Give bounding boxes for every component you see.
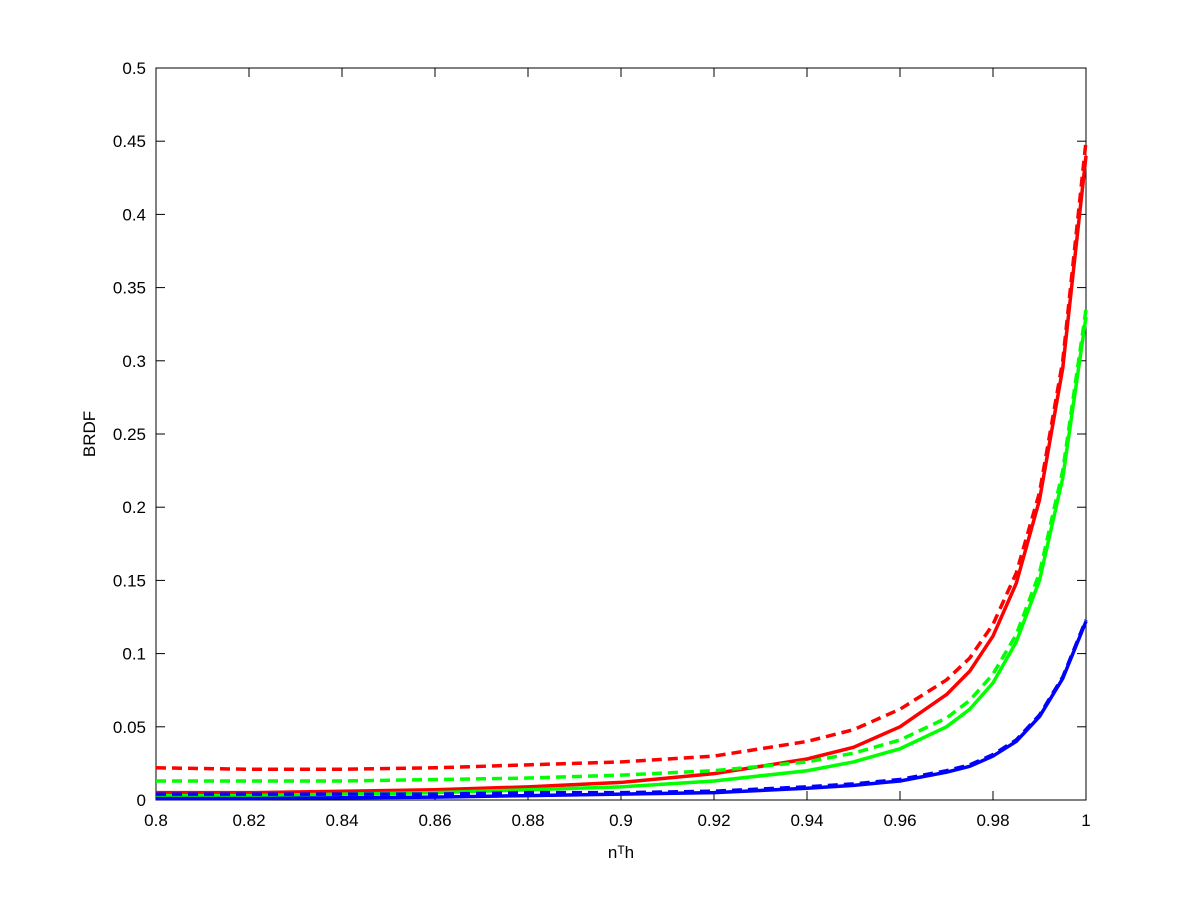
plot-area — [155, 67, 1087, 801]
data-line — [156, 619, 1088, 796]
y-tick-label: 0.4 — [122, 205, 146, 224]
x-tick-label: 0.94 — [790, 811, 823, 830]
x-tick-label: 0.98 — [976, 811, 1009, 830]
x-tick-label: 0.82 — [232, 811, 265, 830]
y-tick-label: 0.25 — [113, 425, 146, 444]
data-line — [156, 309, 1088, 783]
y-tick-label: 0 — [137, 791, 146, 810]
x-tick-label: 0.96 — [883, 811, 916, 830]
y-tick-label: 0.3 — [122, 352, 146, 371]
y-tick-label: 0.45 — [113, 132, 146, 151]
x-tick-label: 0.88 — [511, 811, 544, 830]
x-tick-label: 0.86 — [418, 811, 451, 830]
y-tick-label: 0.05 — [113, 718, 146, 737]
y-tick-label: 0.35 — [113, 279, 146, 298]
y-tick-label: 0.15 — [113, 571, 146, 590]
x-tick-label: 1 — [1081, 811, 1090, 830]
y-tick-label: 0.5 — [122, 59, 146, 78]
x-tick-label: 0.8 — [144, 811, 168, 830]
data-line — [155, 141, 1088, 772]
x-tick-label: 0.84 — [325, 811, 358, 830]
y-tick-label: 0.2 — [122, 498, 146, 517]
x-tick-label: 0.9 — [609, 811, 633, 830]
data-line — [156, 155, 1088, 795]
y-tick-label: 0.1 — [122, 645, 146, 664]
x-tick-label: 0.92 — [697, 811, 730, 830]
x-axis-label: nᵀh — [608, 843, 634, 862]
y-axis-label: BRDF — [80, 411, 99, 457]
